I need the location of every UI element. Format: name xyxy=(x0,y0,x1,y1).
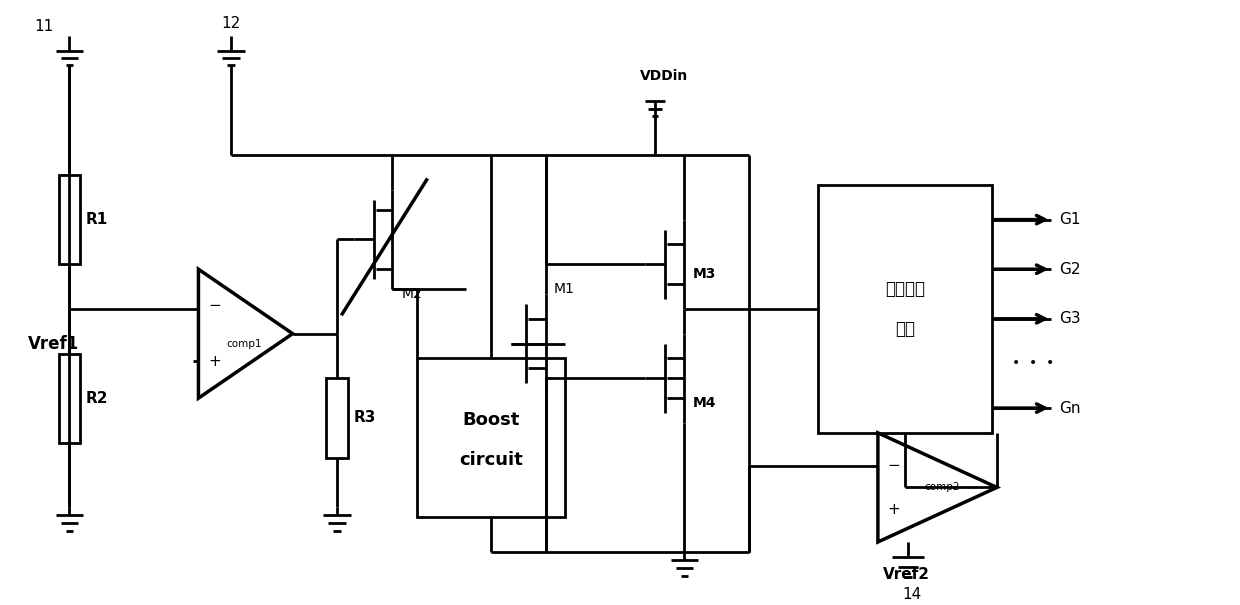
Text: R3: R3 xyxy=(353,411,376,425)
Text: Boost: Boost xyxy=(463,411,520,429)
Text: +: + xyxy=(208,354,221,369)
Text: −: − xyxy=(888,458,900,473)
Text: Vref1: Vref1 xyxy=(27,335,79,353)
Text: R2: R2 xyxy=(86,391,108,406)
Text: G3: G3 xyxy=(1059,312,1081,326)
Polygon shape xyxy=(198,269,293,398)
Bar xyxy=(58,353,81,443)
Text: 12: 12 xyxy=(221,16,241,31)
Text: VDDin: VDDin xyxy=(640,69,688,83)
Text: circuit: circuit xyxy=(459,451,523,469)
Text: comp2: comp2 xyxy=(925,482,960,492)
Bar xyxy=(818,185,992,433)
Text: Gn: Gn xyxy=(1059,401,1081,416)
Text: 栅极驱动: 栅极驱动 xyxy=(884,280,925,298)
Text: M4: M4 xyxy=(692,396,715,410)
Text: comp1: comp1 xyxy=(226,339,262,348)
Text: +: + xyxy=(888,502,900,517)
Text: M2: M2 xyxy=(402,287,423,301)
Text: R1: R1 xyxy=(86,212,108,227)
Bar xyxy=(58,175,81,264)
Text: 11: 11 xyxy=(35,19,55,34)
Polygon shape xyxy=(878,433,997,542)
Text: M3: M3 xyxy=(692,267,715,281)
Text: G2: G2 xyxy=(1059,262,1081,276)
Text: 模块: 模块 xyxy=(895,319,915,338)
Text: •  •  •: • • • xyxy=(1012,356,1054,370)
Text: Vref2: Vref2 xyxy=(883,567,930,582)
Text: −: − xyxy=(208,298,221,313)
Text: M1: M1 xyxy=(553,282,574,296)
Bar xyxy=(417,359,565,517)
Text: G1: G1 xyxy=(1059,212,1081,227)
Text: 14: 14 xyxy=(903,587,923,602)
Bar xyxy=(326,378,348,457)
